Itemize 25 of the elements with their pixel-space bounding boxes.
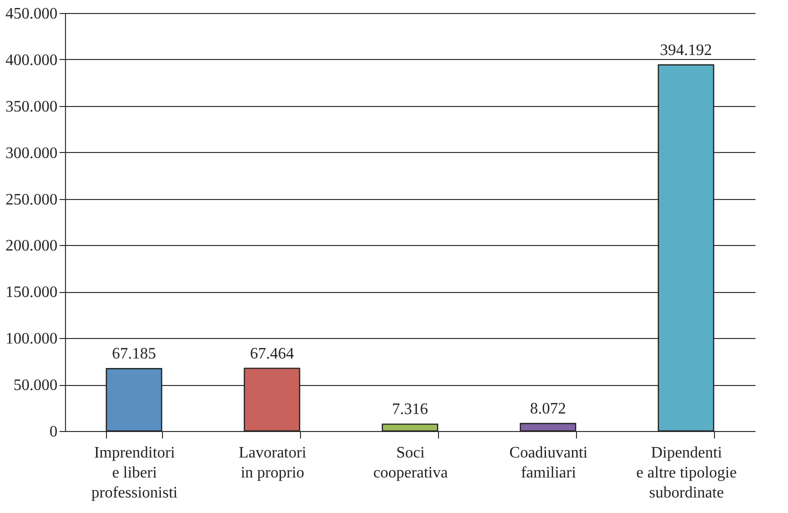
bar bbox=[106, 368, 162, 432]
data-label: 7.316 bbox=[392, 401, 428, 418]
y-tick-label: 450.000 bbox=[6, 6, 58, 22]
bar bbox=[658, 64, 714, 432]
data-label: 8.072 bbox=[530, 400, 566, 418]
bar bbox=[520, 422, 576, 432]
y-tick-label: 50.000 bbox=[14, 377, 58, 394]
bar bbox=[382, 424, 438, 432]
x-tick-label: Imprenditori e liberi professionisti bbox=[91, 444, 178, 502]
y-tick-label: 0 bbox=[50, 424, 58, 440]
y-tick-label: 200.000 bbox=[6, 238, 58, 255]
y-tick-label: 300.000 bbox=[6, 144, 58, 162]
x-tick-label: Coadiuvanti familiari bbox=[509, 444, 588, 482]
data-label: 67.185 bbox=[112, 346, 156, 363]
x-tick-label: Soci cooperativa bbox=[373, 444, 448, 482]
y-tick-label: 400.000 bbox=[6, 52, 58, 69]
y-tick-label: 350.000 bbox=[6, 98, 58, 116]
bar bbox=[244, 368, 300, 432]
y-tick-label: 100.000 bbox=[6, 330, 58, 348]
data-label: 67.464 bbox=[250, 345, 294, 362]
x-tick-label: Lavoratori in proprio bbox=[238, 444, 307, 482]
x-tick-label: Dipendenti e altre tipologie subordinate bbox=[636, 444, 737, 502]
data-label: 394.192 bbox=[660, 42, 712, 59]
y-tick-label: 150.000 bbox=[6, 284, 58, 302]
y-tick-label: 250.000 bbox=[6, 191, 58, 208]
